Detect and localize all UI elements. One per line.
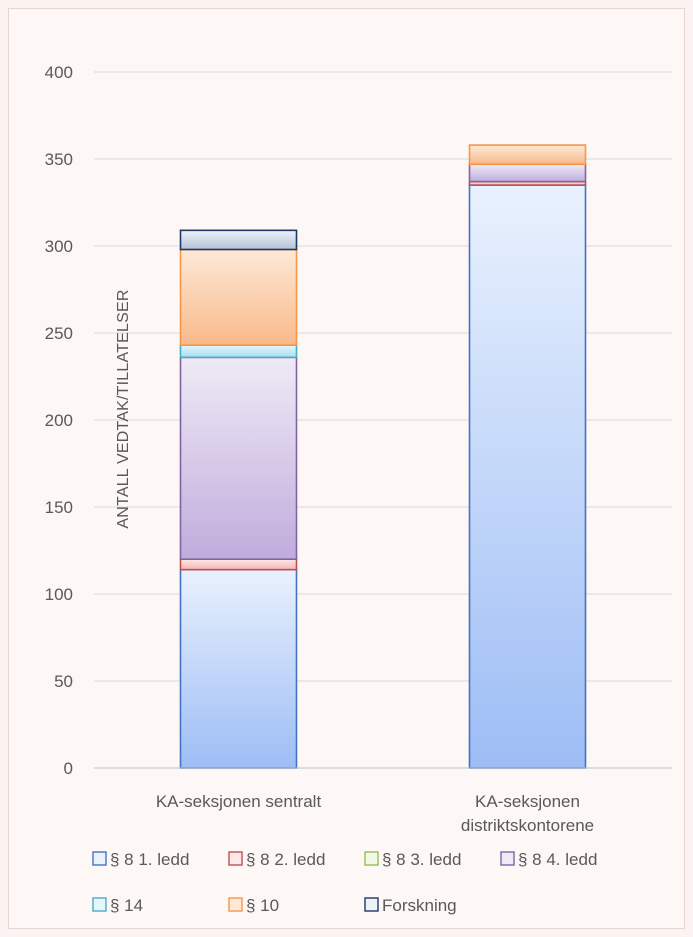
bar-segment bbox=[468, 163, 587, 183]
legend-item: § 10 bbox=[228, 896, 279, 915]
bars bbox=[179, 144, 587, 769]
bar-segment bbox=[179, 229, 298, 251]
y-tick-label: 150 bbox=[45, 498, 73, 517]
x-axis: KA-seksjonen sentralt KA-seksjonen distrik… bbox=[94, 767, 672, 835]
bar-segment bbox=[179, 248, 298, 346]
legend-swatch bbox=[92, 851, 107, 866]
chart-frame: 0 50 100 150 200 250 300 350 400 KA-seksjonen se… bbox=[8, 8, 685, 929]
legend-swatch bbox=[364, 851, 379, 866]
bar-segment bbox=[179, 568, 298, 769]
bar-segment bbox=[468, 144, 587, 166]
legend-item: Forskning bbox=[364, 896, 457, 915]
x-category-label: distriktskontorene bbox=[461, 816, 594, 835]
legend-swatch bbox=[364, 897, 379, 912]
x-category-label: KA-seksjonen bbox=[475, 792, 580, 811]
y-tick-label: 200 bbox=[45, 411, 73, 430]
y-axis-label: ANTALL VEDTAK/TILLATELSER bbox=[115, 289, 132, 528]
legend-item: § 8 1. ledd bbox=[92, 850, 189, 869]
bar-segment bbox=[179, 344, 298, 359]
legend-label: Forskning bbox=[382, 896, 457, 915]
y-tick-label: 400 bbox=[45, 63, 73, 82]
legend-swatch bbox=[92, 897, 107, 912]
legend-swatch bbox=[500, 851, 515, 866]
y-tick-label: 350 bbox=[45, 150, 73, 169]
legend-label: § 10 bbox=[246, 896, 279, 915]
x-category-label: KA-seksjonen sentralt bbox=[156, 792, 322, 811]
legend: § 8 1. ledd § 8 2. ledd § 8 3. ledd § 8 4. … bbox=[92, 850, 597, 915]
legend-item: § 8 3. ledd bbox=[364, 850, 461, 869]
y-tick-label: 250 bbox=[45, 324, 73, 343]
y-axis-ticks: 0 50 100 150 200 250 300 350 400 bbox=[45, 63, 73, 778]
legend-label: § 8 1. ledd bbox=[110, 850, 189, 869]
stacked-bar-chart: 0 50 100 150 200 250 300 350 400 KA-seksjonen se… bbox=[45, 63, 672, 915]
y-axis-label-group: ANTALL VEDTAK/TILLATELSER bbox=[115, 289, 132, 528]
legend-swatch bbox=[228, 897, 243, 912]
y-tick-label: 0 bbox=[64, 759, 73, 778]
legend-item: § 14 bbox=[92, 896, 143, 915]
legend-label: § 8 4. ledd bbox=[518, 850, 597, 869]
bar-segment bbox=[179, 356, 298, 560]
legend-label: § 8 3. ledd bbox=[382, 850, 461, 869]
legend-label: § 8 2. ledd bbox=[246, 850, 325, 869]
legend-item: § 8 2. ledd bbox=[228, 850, 325, 869]
y-tick-label: 100 bbox=[45, 585, 73, 604]
legend-swatch bbox=[228, 851, 243, 866]
legend-item: § 8 4. ledd bbox=[500, 850, 597, 869]
y-tick-label: 50 bbox=[54, 672, 73, 691]
bar-segment bbox=[179, 558, 298, 571]
bar-segment bbox=[468, 184, 587, 769]
legend-label: § 14 bbox=[110, 896, 143, 915]
y-tick-label: 300 bbox=[45, 237, 73, 256]
